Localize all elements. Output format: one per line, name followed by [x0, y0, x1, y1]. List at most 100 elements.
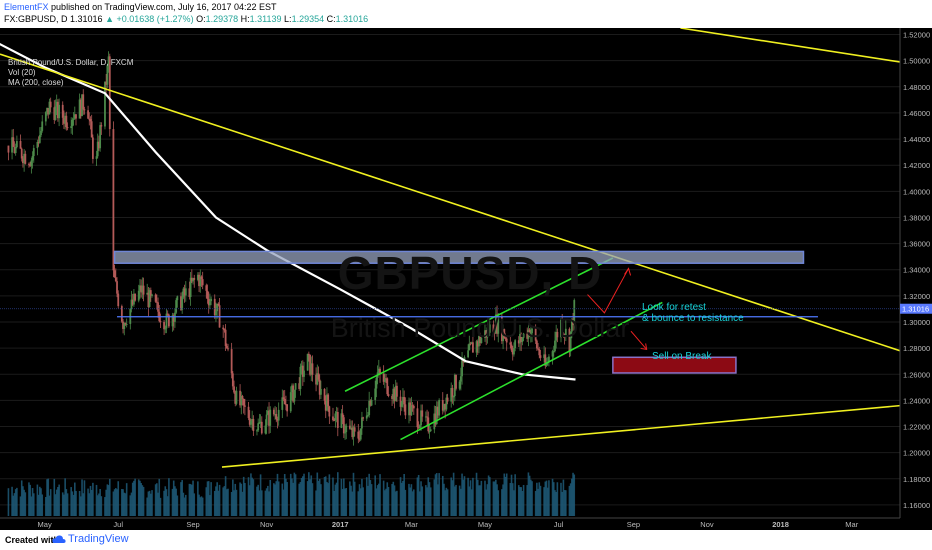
- tradingview-brand[interactable]: TradingView: [68, 533, 129, 545]
- time-tick-label: Nov: [260, 520, 274, 529]
- candle-body: [531, 328, 533, 334]
- high-label: H:: [240, 14, 250, 24]
- resistance-zone[interactable]: [113, 250, 805, 264]
- candle-body: [66, 127, 69, 129]
- ma-200-line[interactable]: [0, 41, 576, 381]
- volume-bar: [519, 487, 521, 516]
- sell-arrow-head[interactable]: [640, 343, 648, 351]
- ascending-support-trendline[interactable]: [221, 404, 901, 468]
- volume-bar: [493, 481, 496, 516]
- volume-bar: [408, 483, 410, 516]
- volume-bar: [565, 490, 567, 516]
- volume-bar: [487, 475, 490, 516]
- candle-body: [199, 276, 202, 287]
- volume-bar: [41, 494, 44, 516]
- volume-bar: [511, 483, 514, 516]
- candle-body: [513, 348, 515, 355]
- candle-body: [369, 400, 372, 406]
- volume-bar: [199, 497, 202, 516]
- candle-body: [95, 156, 98, 159]
- volume-bar: [168, 478, 170, 516]
- volume-bar: [66, 493, 69, 516]
- candle-body: [49, 101, 52, 108]
- candle-body: [394, 385, 397, 402]
- candle-body: [294, 383, 297, 390]
- price-tick-label: 1.16000: [903, 501, 930, 510]
- retest-arrow-head[interactable]: [624, 267, 632, 276]
- candle-body: [134, 293, 137, 301]
- candle-body: [171, 315, 174, 327]
- volume-bar: [427, 477, 430, 516]
- descending-trendline[interactable]: [0, 53, 901, 352]
- channel-upper-line[interactable]: [344, 257, 614, 392]
- candle-body: [521, 337, 524, 342]
- volume-bar: [446, 489, 449, 516]
- candle-body: [309, 354, 311, 375]
- volume-bar: [309, 479, 311, 516]
- close-value: 1.31016: [335, 14, 369, 24]
- volume-bar: [293, 472, 296, 516]
- volume-bar: [370, 484, 373, 516]
- sell-arrow[interactable]: [630, 330, 648, 350]
- candle-body: [112, 129, 115, 271]
- legend-volume[interactable]: Vol (20): [8, 68, 36, 77]
- price-tick-label: 1.26000: [903, 370, 930, 379]
- legend-ma[interactable]: MA (200, close): [8, 78, 64, 87]
- candle-body: [154, 294, 157, 302]
- price-chart[interactable]: 1.52000 1.50000 1.48000 1.46000 1.44000 1.420…: [0, 27, 932, 530]
- retest-arrow[interactable]: [587, 268, 629, 314]
- candle-body: [342, 417, 345, 434]
- volume-bar: [151, 490, 153, 516]
- candle-body: [358, 438, 361, 440]
- volume-bar: [294, 474, 297, 516]
- volume-bar: [218, 484, 221, 516]
- volume-bar: [536, 482, 538, 516]
- volume-bar: [29, 484, 31, 516]
- candle-body: [251, 418, 254, 421]
- volume-bar: [140, 483, 142, 516]
- candle-body: [568, 328, 571, 352]
- candle-body: [340, 413, 343, 428]
- volume-bar: [215, 486, 217, 516]
- volume-bar: [563, 490, 566, 516]
- candle-body: [496, 314, 498, 334]
- candle-body: [345, 425, 348, 433]
- candle-body: [142, 285, 145, 295]
- candle-body: [359, 428, 362, 440]
- volume-bar: [113, 489, 116, 516]
- chart-area[interactable]: GBPUSD, D British Pound/U.S. Dollar 1.52…: [0, 27, 932, 530]
- volume-bar: [463, 476, 466, 516]
- volume-bar: [250, 473, 252, 516]
- volume-bar: [158, 478, 161, 516]
- volume-bar: [251, 477, 253, 516]
- candle-body: [528, 329, 531, 337]
- candle-body: [240, 395, 243, 406]
- volume-bar: [291, 478, 293, 516]
- price-tick-label: 1.38000: [903, 213, 930, 222]
- candle-body: [233, 386, 235, 393]
- author-link[interactable]: ElementFX: [4, 2, 49, 12]
- candle-body: [502, 329, 504, 342]
- low-label: L:: [284, 14, 292, 24]
- volume-bar: [112, 491, 115, 516]
- volume-bar: [7, 488, 10, 516]
- volume-bar: [129, 495, 132, 516]
- candle-body: [374, 388, 377, 400]
- candle-body: [165, 313, 168, 329]
- volume-bar: [191, 484, 193, 516]
- channel-lower-line[interactable]: [400, 301, 663, 441]
- last-price: 1.31016: [70, 14, 103, 24]
- volume-bar: [374, 475, 377, 516]
- sell-zone-box[interactable]: [612, 356, 737, 374]
- candle-body: [437, 406, 439, 416]
- candle-body: [72, 118, 75, 120]
- candle-body: [113, 270, 116, 278]
- candle-body: [244, 405, 246, 407]
- candle-body: [12, 137, 15, 147]
- candle-body: [357, 431, 360, 439]
- upper-trendline[interactable]: [680, 27, 901, 63]
- volume-bar: [534, 490, 537, 516]
- volume-bar: [345, 487, 348, 516]
- candle-body: [300, 365, 303, 367]
- volume-bar: [80, 496, 82, 516]
